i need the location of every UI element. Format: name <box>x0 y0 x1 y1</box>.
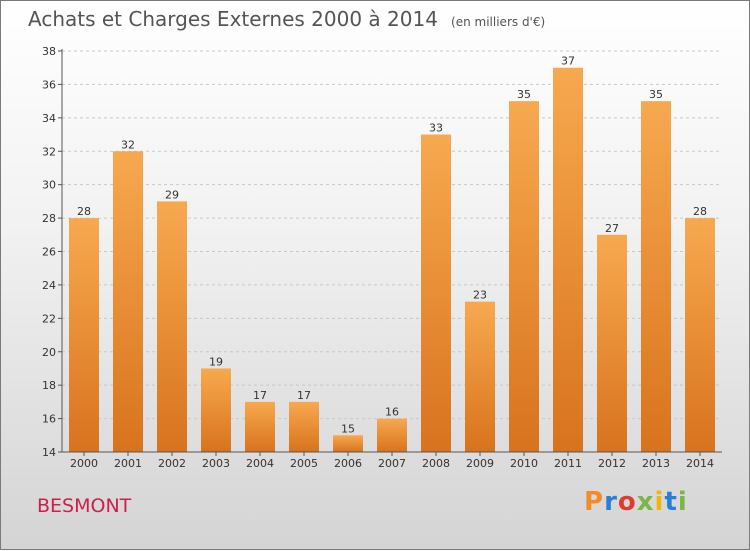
brand-letter: t <box>664 487 678 517</box>
data-label: 17 <box>297 389 311 402</box>
x-tick-label: 2007 <box>378 457 406 470</box>
title-row: Achats et Charges Externes 2000 à 2014 (… <box>28 7 545 31</box>
brand-letter: i <box>677 487 688 517</box>
data-label: 29 <box>165 188 179 201</box>
brand-letter: P <box>584 487 605 517</box>
x-tick-label: 2001 <box>114 457 142 470</box>
bar <box>157 201 187 452</box>
data-label: 28 <box>77 205 91 218</box>
x-tick-label: 2008 <box>422 457 450 470</box>
bar <box>421 134 451 452</box>
x-tick-label: 2005 <box>290 457 318 470</box>
bar <box>597 234 627 452</box>
x-tick-label: 2004 <box>246 457 274 470</box>
y-tick-label: 24 <box>42 279 56 292</box>
data-label: 28 <box>693 205 707 218</box>
brand-logo: Proxiti <box>584 487 688 517</box>
bar <box>333 435 363 452</box>
x-tick-label: 2014 <box>686 457 714 470</box>
x-tick-label: 2009 <box>466 457 494 470</box>
bar <box>245 401 275 452</box>
location-label: BESMONT <box>37 495 132 517</box>
bar <box>289 401 319 452</box>
data-label: 17 <box>253 389 267 402</box>
y-tick-label: 32 <box>42 145 56 158</box>
bar <box>641 101 671 452</box>
brand-letter: i <box>654 487 665 517</box>
y-tick-label: 22 <box>42 312 56 325</box>
y-tick-label: 14 <box>42 446 56 459</box>
brand-letter: o <box>617 487 637 517</box>
x-tick-label: 2002 <box>158 457 186 470</box>
y-tick-label: 20 <box>42 346 56 359</box>
data-label: 35 <box>517 88 531 101</box>
data-label: 16 <box>385 406 399 419</box>
bar <box>465 301 495 452</box>
data-label: 35 <box>649 88 663 101</box>
y-tick-label: 30 <box>42 179 56 192</box>
labels: 14 16 18 20 22 24 26 28 30 32 34 36 38 28 2000 32 2001 29… <box>42 45 714 470</box>
data-label: 19 <box>209 355 223 368</box>
y-tick-label: 28 <box>42 212 56 225</box>
x-tick-label: 2012 <box>598 457 626 470</box>
chart-title: Achats et Charges Externes 2000 à 2014 <box>28 7 438 31</box>
x-tick-label: 2006 <box>334 457 362 470</box>
x-tick-label: 2013 <box>642 457 670 470</box>
bar <box>377 418 407 452</box>
bar <box>113 151 143 452</box>
data-label: 27 <box>605 222 619 235</box>
x-tick-label: 2011 <box>554 457 582 470</box>
data-label: 23 <box>473 289 487 302</box>
chart-subtitle: (en milliers d'€) <box>451 15 546 29</box>
y-tick-label: 18 <box>42 379 56 392</box>
data-label: 33 <box>429 122 443 135</box>
x-tick-label: 2010 <box>510 457 538 470</box>
y-tick-label: 38 <box>42 45 56 58</box>
bar <box>201 368 231 452</box>
brand-letter: x <box>636 487 655 517</box>
data-label: 15 <box>341 422 355 435</box>
y-tick-label: 34 <box>42 112 56 125</box>
data-label: 37 <box>561 55 575 68</box>
bar <box>685 218 715 452</box>
y-tick-label: 26 <box>42 246 56 259</box>
y-tick-label: 36 <box>42 78 56 91</box>
bars <box>69 67 715 452</box>
bar <box>69 218 99 452</box>
x-tick-label: 2000 <box>70 457 98 470</box>
x-tick-label: 2003 <box>202 457 230 470</box>
bar <box>553 67 583 452</box>
brand-letter: r <box>604 487 618 517</box>
axes <box>58 49 722 456</box>
bar <box>509 101 539 452</box>
y-tick-label: 16 <box>42 413 56 426</box>
data-label: 32 <box>121 138 135 151</box>
